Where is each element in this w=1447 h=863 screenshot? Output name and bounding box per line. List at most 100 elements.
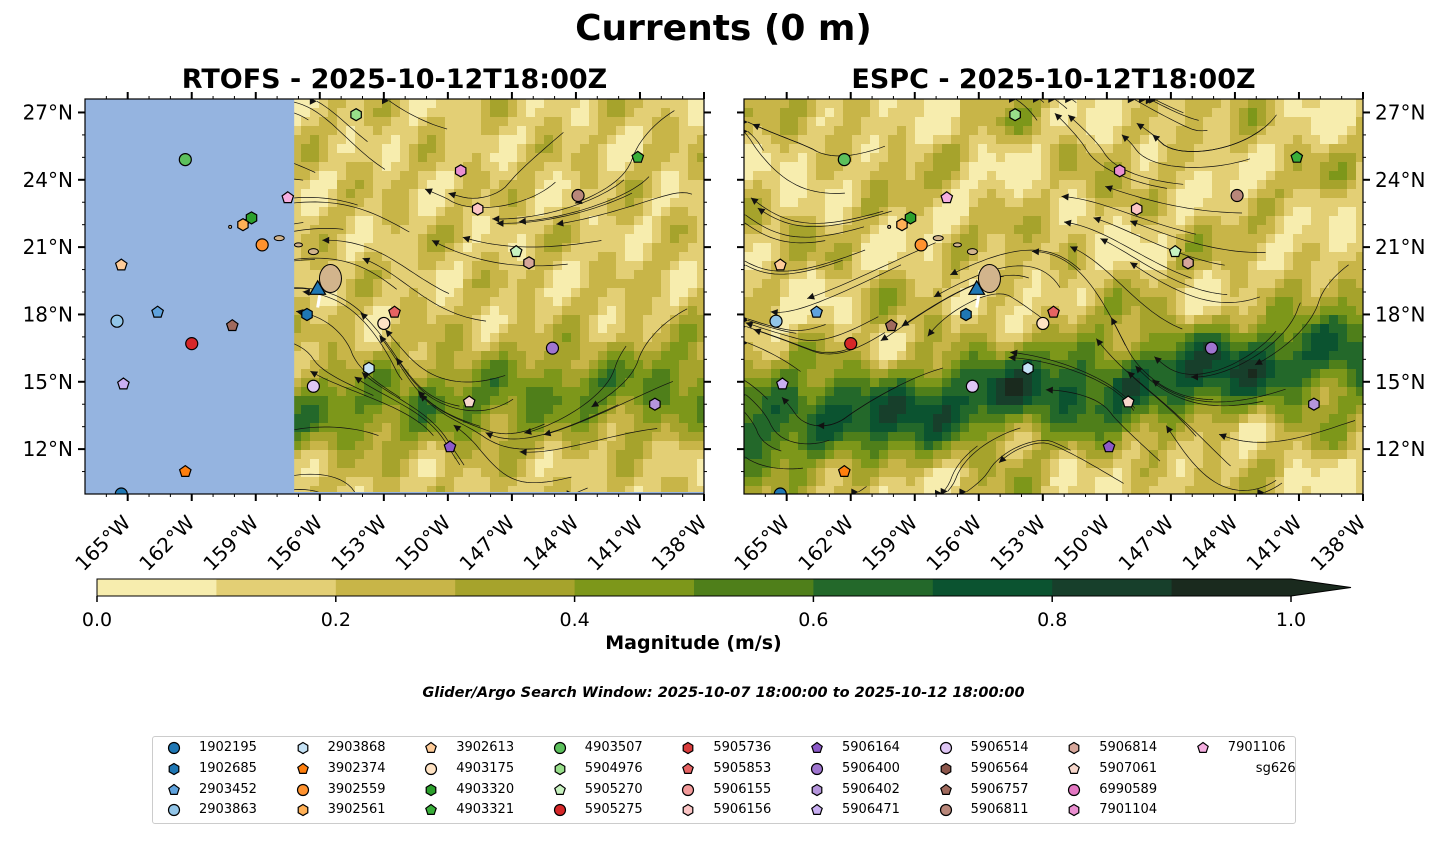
current-magnitude-cell xyxy=(427,162,437,172)
current-magnitude-cell xyxy=(987,369,997,379)
current-magnitude-cell xyxy=(589,315,599,325)
current-magnitude-cell xyxy=(409,405,419,415)
current-magnitude-cell xyxy=(951,117,961,127)
current-magnitude-cell xyxy=(526,324,536,334)
current-magnitude-cell xyxy=(535,270,545,280)
current-magnitude-cell xyxy=(526,171,536,181)
current-magnitude-cell xyxy=(825,324,835,334)
current-magnitude-cell xyxy=(661,405,671,415)
current-magnitude-cell xyxy=(906,171,916,181)
current-magnitude-cell xyxy=(436,270,446,280)
glider-marker-sg626 xyxy=(308,279,327,295)
current-magnitude-cell xyxy=(960,378,970,388)
current-magnitude-cell xyxy=(1095,144,1105,154)
current-magnitude-cell xyxy=(355,405,365,415)
current-magnitude-cell xyxy=(753,234,763,244)
current-magnitude-cell xyxy=(292,234,302,244)
current-magnitude-cell xyxy=(697,171,704,181)
current-magnitude-cell xyxy=(580,261,590,271)
current-magnitude-cell xyxy=(571,162,581,172)
current-magnitude-cell xyxy=(969,261,979,271)
current-magnitude-cell xyxy=(391,162,401,172)
current-magnitude-cell xyxy=(1050,486,1060,494)
current-magnitude-cell xyxy=(445,387,455,397)
current-magnitude-cell xyxy=(1104,153,1114,163)
current-magnitude-cell xyxy=(670,117,680,127)
current-magnitude-cell xyxy=(580,306,590,316)
current-magnitude-cell xyxy=(771,333,781,343)
current-magnitude-cell xyxy=(382,333,392,343)
float-marker-2903452 xyxy=(151,305,165,318)
current-magnitude-cell xyxy=(427,414,437,424)
current-magnitude-cell xyxy=(996,342,1006,352)
current-magnitude-cell xyxy=(906,144,916,154)
current-magnitude-cell xyxy=(762,378,772,388)
current-magnitude-cell xyxy=(951,261,961,271)
current-magnitude-cell xyxy=(753,135,763,145)
current-magnitude-cell xyxy=(825,270,835,280)
current-magnitude-cell xyxy=(427,189,437,199)
current-magnitude-cell xyxy=(391,423,401,433)
current-magnitude-cell xyxy=(679,279,689,289)
current-magnitude-cell xyxy=(762,189,772,199)
current-magnitude-cell xyxy=(915,351,925,361)
current-magnitude-cell xyxy=(661,99,671,109)
current-magnitude-cell xyxy=(744,342,754,352)
current-magnitude-cell xyxy=(1077,189,1087,199)
current-magnitude-cell xyxy=(798,441,808,451)
current-magnitude-cell xyxy=(1059,243,1069,253)
current-magnitude-cell xyxy=(960,99,970,109)
float-marker-5905270 xyxy=(509,244,523,258)
current-magnitude-cell xyxy=(517,243,527,253)
current-magnitude-cell xyxy=(843,360,853,370)
current-magnitude-cell xyxy=(816,252,826,262)
current-magnitude-cell xyxy=(1068,306,1078,316)
current-magnitude-cell xyxy=(571,234,581,244)
current-magnitude-cell xyxy=(861,468,871,478)
current-magnitude-cell xyxy=(888,477,898,487)
current-magnitude-cell xyxy=(942,117,952,127)
current-magnitude-cell xyxy=(625,180,635,190)
current-magnitude-cell xyxy=(816,279,826,289)
current-magnitude-cell xyxy=(897,306,907,316)
current-magnitude-cell xyxy=(697,423,704,433)
current-magnitude-cell xyxy=(1050,333,1060,343)
current-magnitude-cell xyxy=(870,234,880,244)
current-magnitude-cell xyxy=(933,270,943,280)
current-magnitude-cell xyxy=(1023,477,1033,487)
current-magnitude-cell xyxy=(454,342,464,352)
current-magnitude-cell xyxy=(762,162,772,172)
current-magnitude-cell xyxy=(897,288,907,298)
current-magnitude-cell xyxy=(616,297,626,307)
current-magnitude-cell xyxy=(364,342,374,352)
current-magnitude-cell xyxy=(978,162,988,172)
current-magnitude-cell xyxy=(978,117,988,127)
current-magnitude-cell xyxy=(697,288,704,298)
current-magnitude-cell xyxy=(951,252,961,262)
current-magnitude-cell xyxy=(789,432,799,442)
current-magnitude-cell xyxy=(526,351,536,361)
current-magnitude-cell xyxy=(807,459,817,469)
current-magnitude-cell xyxy=(499,423,509,433)
current-magnitude-cell xyxy=(807,486,817,494)
current-magnitude-cell xyxy=(490,441,500,451)
current-magnitude-cell xyxy=(879,99,889,109)
current-magnitude-cell xyxy=(454,252,464,262)
current-magnitude-cell xyxy=(1005,117,1015,127)
current-magnitude-cell xyxy=(634,297,644,307)
current-magnitude-cell xyxy=(364,351,374,361)
current-magnitude-cell xyxy=(861,342,871,352)
current-magnitude-cell xyxy=(319,144,329,154)
current-magnitude-cell xyxy=(1050,459,1060,469)
current-magnitude-cell xyxy=(643,324,653,334)
current-magnitude-cell xyxy=(652,99,662,109)
current-magnitude-cell xyxy=(679,126,689,136)
current-magnitude-cell xyxy=(1059,459,1069,469)
current-magnitude-cell xyxy=(1032,270,1042,280)
current-magnitude-cell xyxy=(906,288,916,298)
current-magnitude-cell xyxy=(319,396,329,406)
current-magnitude-cell xyxy=(888,459,898,469)
current-magnitude-cell xyxy=(652,162,662,172)
current-magnitude-cell xyxy=(888,144,898,154)
current-magnitude-cell xyxy=(463,324,473,334)
